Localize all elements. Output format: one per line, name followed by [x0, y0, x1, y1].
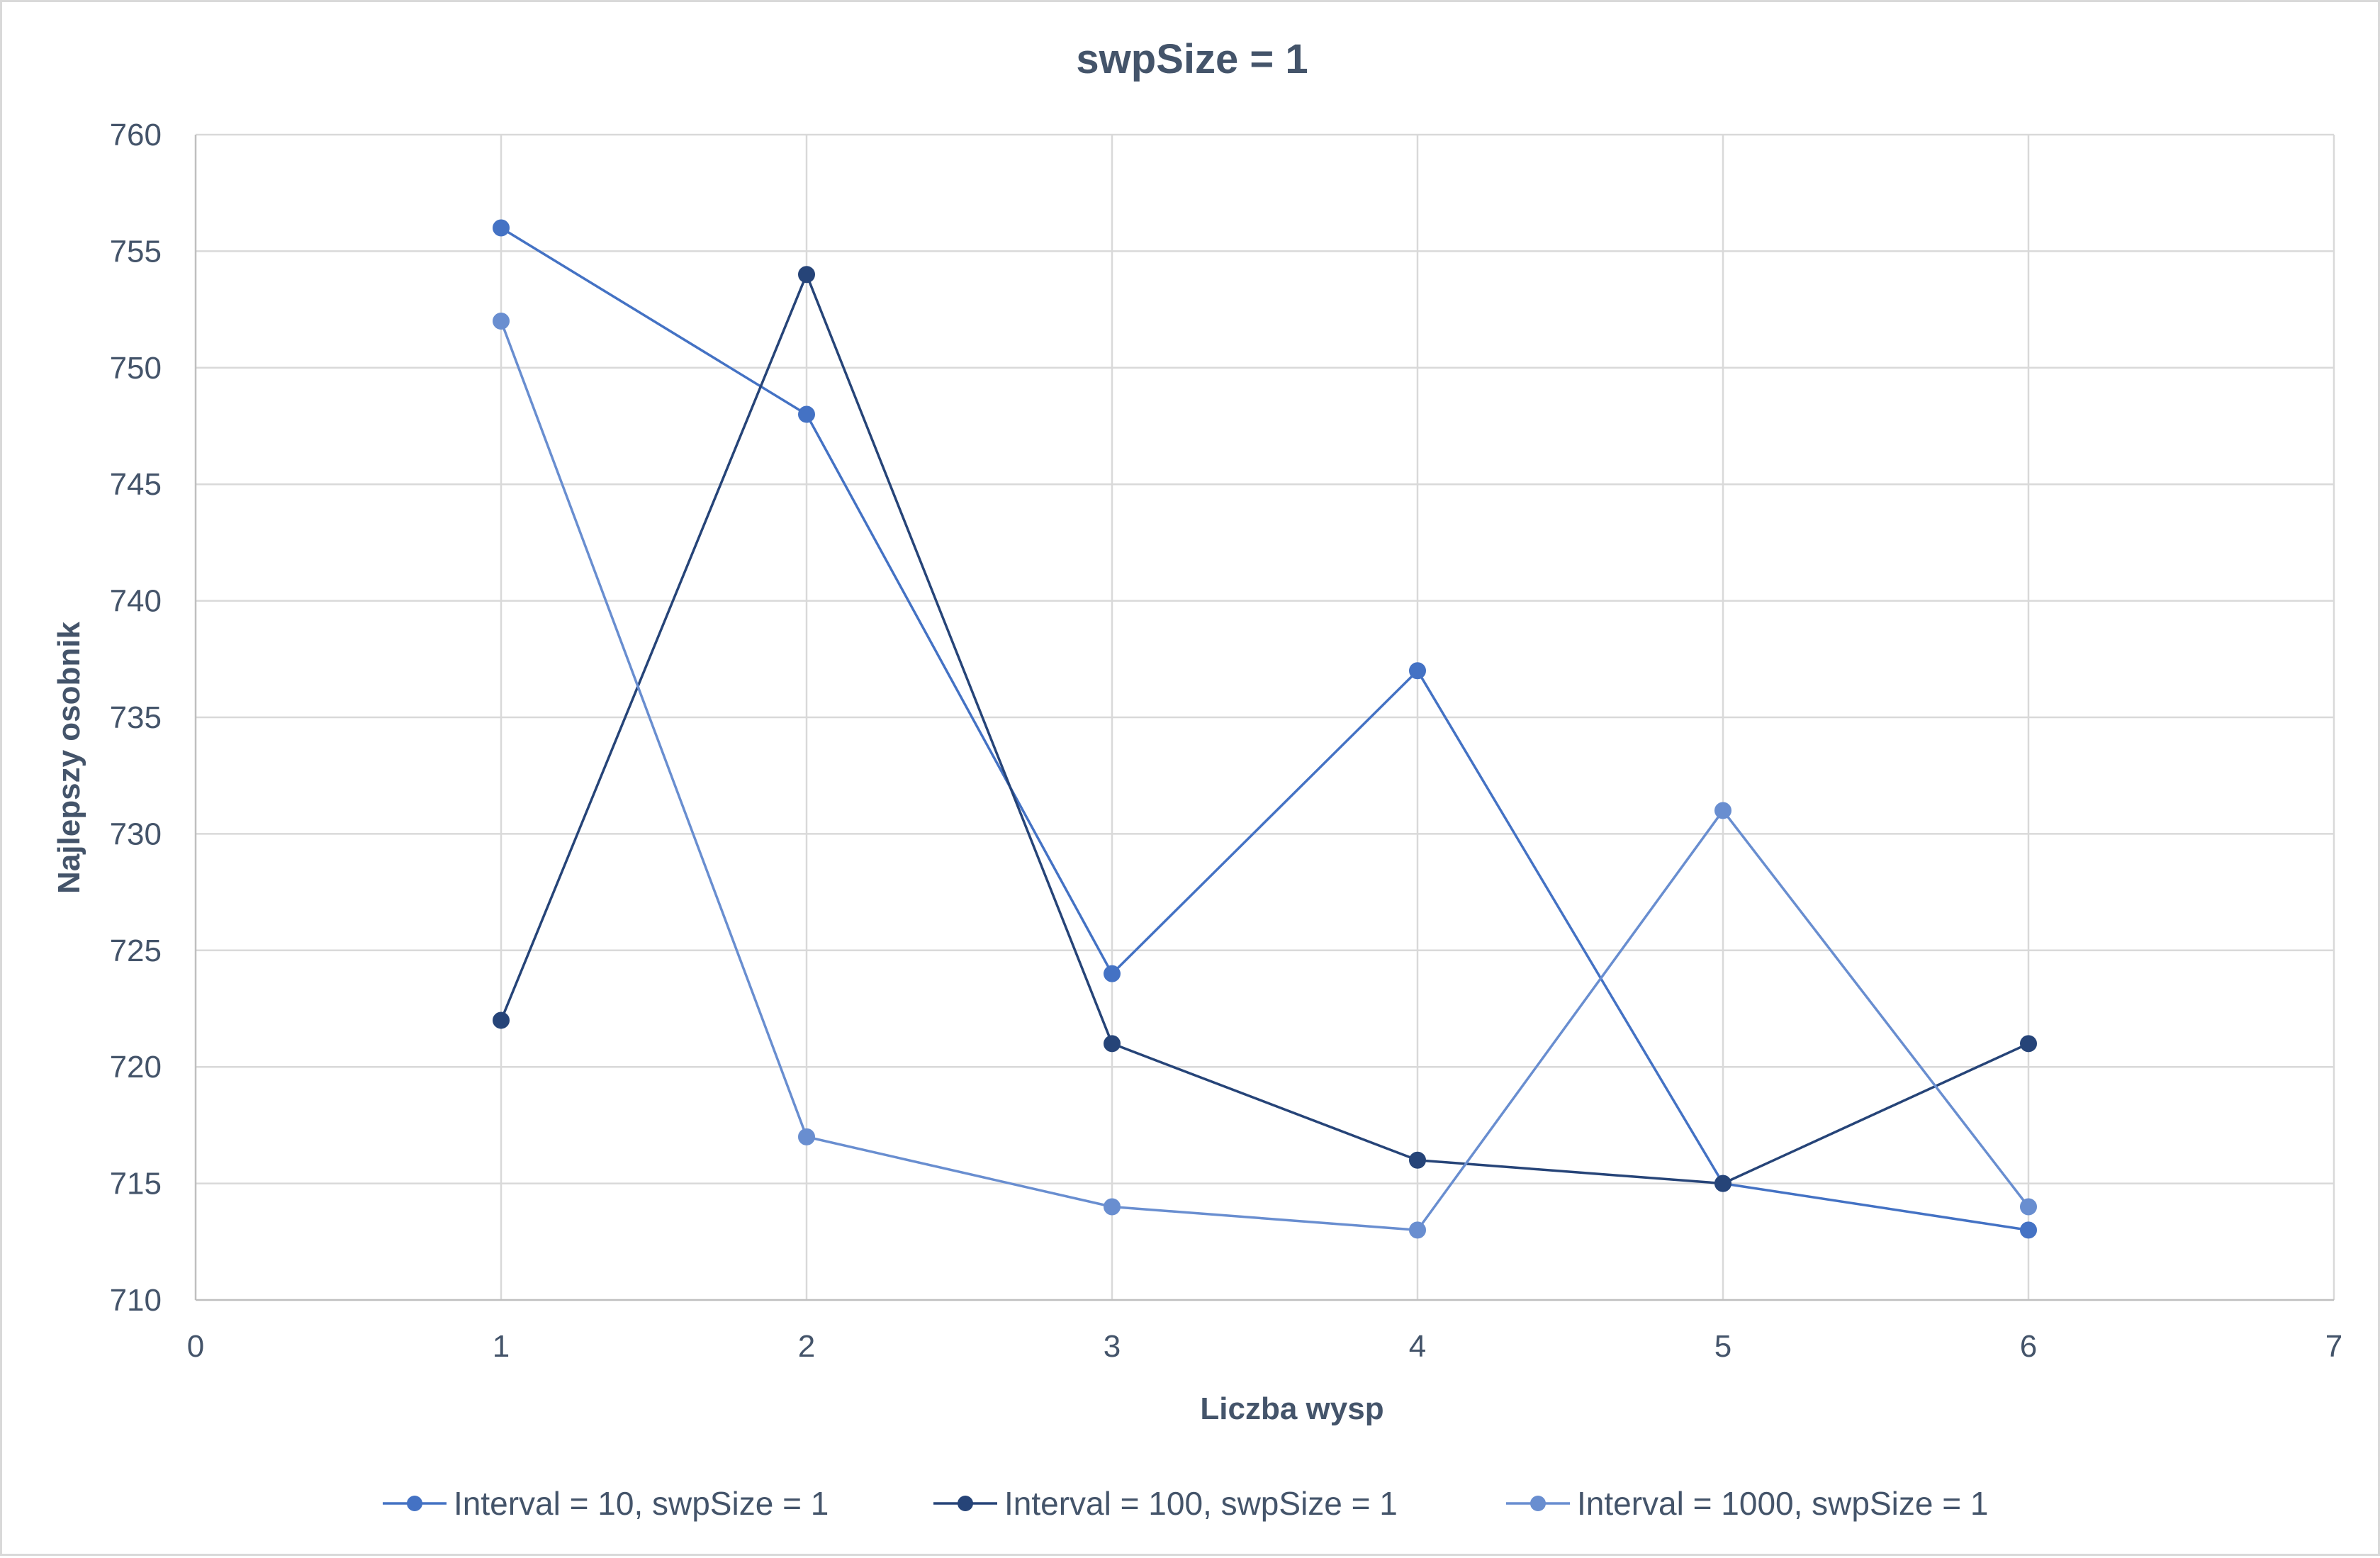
x-tick-label: 7	[2325, 1329, 2342, 1364]
legend-label: Interval = 1000, swpSize = 1	[1577, 1485, 1988, 1522]
series-line	[500, 320, 2030, 1232]
legend-entry: Interval = 1000, swpSize = 1	[1506, 1485, 1988, 1522]
data-point	[1714, 1175, 1731, 1192]
data-point	[1104, 1035, 1121, 1053]
y-tick-label: 750	[110, 351, 162, 386]
y-tick-label: 755	[110, 234, 162, 269]
data-point	[493, 1011, 510, 1029]
legend-entry: Interval = 100, swpSize = 1	[933, 1485, 1398, 1522]
x-tick-label: 1	[493, 1329, 510, 1364]
data-point	[798, 266, 815, 284]
legend-label: Interval = 10, swpSize = 1	[454, 1485, 829, 1522]
x-axis-title: Liczba wysp	[1200, 1391, 1383, 1426]
data-point	[1104, 1198, 1121, 1216]
x-tick-label: 5	[1714, 1329, 1731, 1364]
x-tick-label: 3	[1104, 1329, 1121, 1364]
series-3	[493, 313, 2037, 1239]
x-tick-label: 6	[2020, 1329, 2037, 1364]
tick-labels: 710 715 720 725 730 735 740 745 750 755 760 0 1 2 3 4 5 6…	[110, 118, 2343, 1364]
y-tick-label: 725	[110, 934, 162, 968]
x-tick-label: 2	[798, 1329, 815, 1364]
legend-marker	[407, 1496, 422, 1511]
data-point	[798, 1128, 815, 1145]
y-tick-label: 735	[110, 700, 162, 735]
data-point	[798, 405, 815, 423]
data-point	[493, 313, 510, 330]
legend-entry: Interval = 10, swpSize = 1	[383, 1485, 829, 1522]
data-point	[493, 219, 510, 237]
data-point	[2020, 1221, 2037, 1239]
data-point	[1409, 1151, 1426, 1169]
series-line	[500, 273, 2029, 1185]
series-line	[500, 227, 2029, 1232]
y-tick-label: 715	[110, 1167, 162, 1201]
data-point	[1714, 802, 1731, 819]
legend: Interval = 10, swpSize = 1 Interval = 100…	[383, 1485, 1988, 1522]
y-tick-label: 730	[110, 817, 162, 851]
x-tick-label: 4	[1409, 1329, 1426, 1364]
gridlines	[196, 133, 2335, 1300]
data-point	[1409, 662, 1426, 680]
y-tick-label: 745	[110, 467, 162, 502]
data-point	[1104, 965, 1121, 982]
y-tick-label: 760	[110, 118, 162, 152]
series-2	[493, 266, 2037, 1192]
series-1	[493, 219, 2037, 1239]
y-tick-label: 720	[110, 1050, 162, 1085]
data-point	[2020, 1035, 2037, 1053]
series-layer	[493, 219, 2037, 1239]
data-point	[1409, 1221, 1426, 1239]
axes	[194, 135, 2334, 1301]
y-tick-label: 710	[110, 1283, 162, 1318]
x-tick-label: 0	[187, 1329, 204, 1364]
legend-marker	[1530, 1496, 1546, 1511]
legend-marker	[958, 1496, 973, 1511]
data-point	[2020, 1198, 2037, 1216]
chart-title: swpSize = 1	[1076, 36, 1308, 82]
y-axis-title: Najlepszy osobnik	[52, 622, 86, 894]
legend-label: Interval = 100, swpSize = 1	[1004, 1485, 1398, 1522]
y-tick-label: 740	[110, 584, 162, 619]
